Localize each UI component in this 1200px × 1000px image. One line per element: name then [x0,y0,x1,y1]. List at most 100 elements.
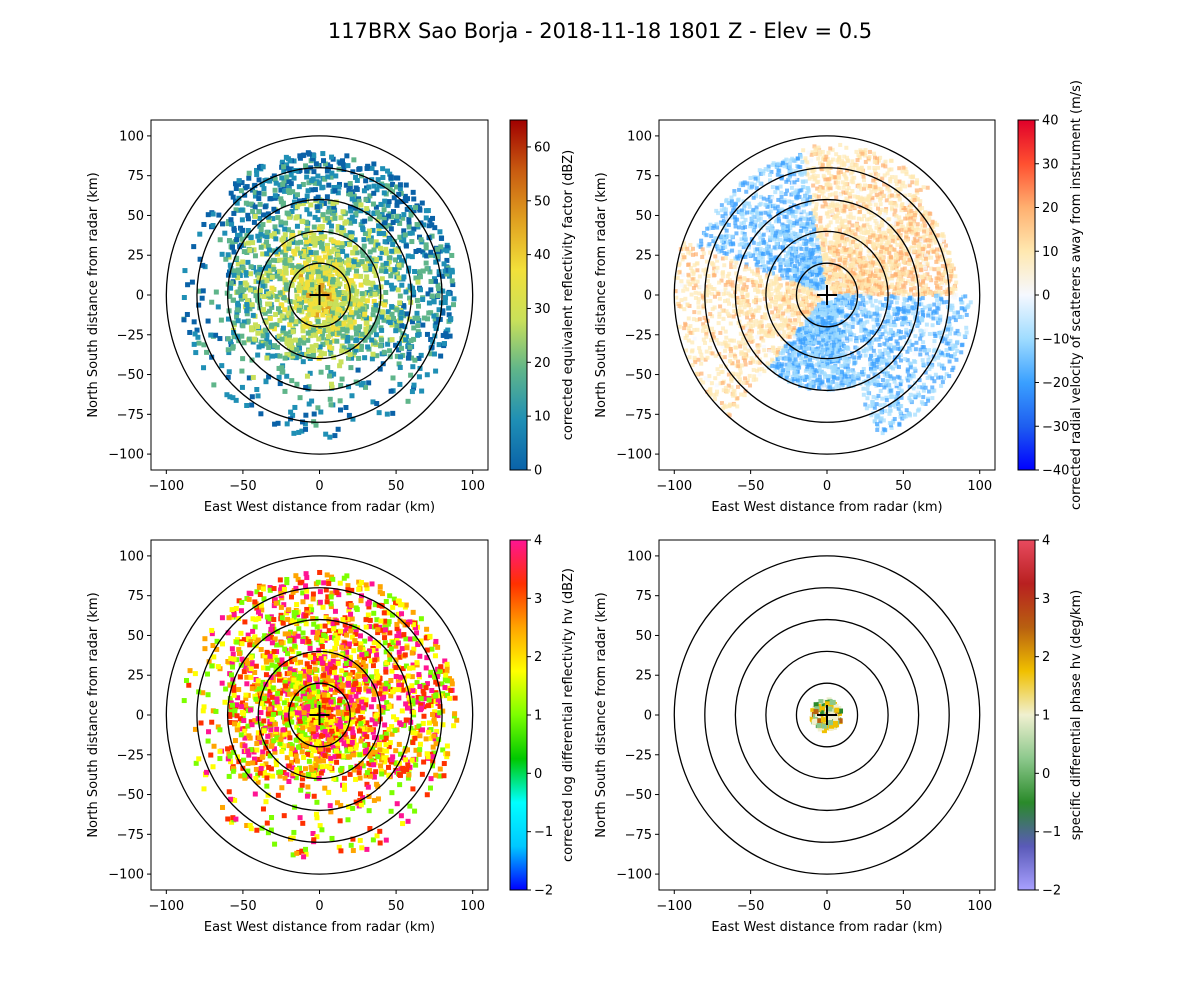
echo-pixel [904,205,909,210]
echo-pixel [755,368,760,373]
echo-pixel [357,301,363,307]
echo-pixel [331,246,337,252]
echo-pixel [317,347,323,353]
echo-pixel [897,272,902,277]
echo-pixel [743,254,748,259]
echo-pixel [922,219,927,224]
echo-pixel [260,279,266,285]
echo-pixel [260,164,266,170]
echo-pixel [754,262,759,267]
echo-pixel [446,305,452,311]
echo-pixel [431,313,437,319]
echo-pixel [272,421,278,427]
echo-pixel [419,200,425,206]
echo-pixel [780,273,785,278]
echo-pixel [730,215,735,220]
echo-pixel [398,354,404,360]
echo-pixel [860,282,865,287]
echo-pixel [364,319,370,325]
echo-pixel [315,269,321,275]
echo-pixel [750,184,755,189]
echo-pixel [871,242,876,247]
echo-pixel [418,352,424,358]
echo-pixel [399,258,405,264]
echo-pixel [879,258,884,263]
echo-pixel [878,253,883,258]
echo-pixel [323,309,329,315]
echo-pixel [346,355,352,361]
echo-pixel [231,249,237,255]
echo-pixel [399,323,405,329]
echo-pixel [290,345,296,351]
echo-pixel [278,302,284,308]
echo-pixel [240,259,246,265]
echo-pixel [286,211,292,217]
echo-pixel [808,235,813,240]
echo-pixel [731,208,736,213]
echo-pixel [760,252,765,257]
echo-pixel [327,434,333,440]
panel-reflectivity: −100 −50 0 50 100−100−75−50−250255075100East… [86,119,576,515]
echo-pixel [338,382,344,388]
echo-pixel [903,249,908,254]
echo-pixel [256,271,262,277]
echo-pixel [440,273,446,279]
echo-pixel [867,165,872,170]
echo-pixel [778,230,783,235]
echo-pixel [375,307,381,313]
echo-pixel [908,281,913,286]
echo-pixel [405,398,411,404]
echo-pixel [748,252,753,257]
echo-pixel [942,289,947,294]
echo-pixel [792,158,797,163]
echo-pixel [852,273,857,278]
echo-pixel [266,374,272,380]
echo-pixel [366,184,372,190]
echo-pixel [241,287,247,293]
echo-pixel [344,270,350,276]
echo-pixel [882,212,887,217]
echo-pixel [921,251,926,256]
echo-pixel [810,285,815,290]
echo-pixel [293,267,299,273]
echo-pixel [747,204,752,209]
echo-pixel [878,250,883,255]
echo-pixel [329,381,335,387]
echo-pixel [322,254,328,260]
echo-pixel [851,215,856,220]
echo-pixel [889,205,894,210]
echo-pixel [362,355,368,361]
echo-pixel [820,275,825,280]
echo-pixel [267,301,273,307]
echo-pixel [216,212,222,218]
echo-pixel [876,186,881,191]
echo-pixel [762,268,767,273]
echo-pixel [264,239,270,245]
echo-pixel [326,205,332,211]
echo-pixel [900,202,905,207]
echo-pixel [446,312,452,318]
echo-pixel [239,333,245,339]
echo-pixel [252,189,258,195]
echo-pixel [398,315,404,321]
echo-pixel [773,206,778,211]
echo-pixel [835,158,840,163]
echo-pixel [781,226,786,231]
echo-pixel [275,215,281,221]
echo-pixel [444,257,450,263]
echo-pixel [946,265,951,270]
echo-pixel [338,261,344,267]
echo-pixel [853,264,858,269]
echo-pixel [922,234,927,239]
echo-pixel [835,184,840,189]
echo-pixel [403,243,409,249]
echo-pixel [780,268,785,273]
echo-pixel [267,273,273,279]
echo-pixel [888,244,893,249]
echo-pixel [917,203,922,208]
echo-pixel [803,250,808,255]
echo-pixel [818,150,823,155]
echo-pixel [856,184,861,189]
echo-pixel [288,172,294,178]
echo-pixel [263,379,269,385]
